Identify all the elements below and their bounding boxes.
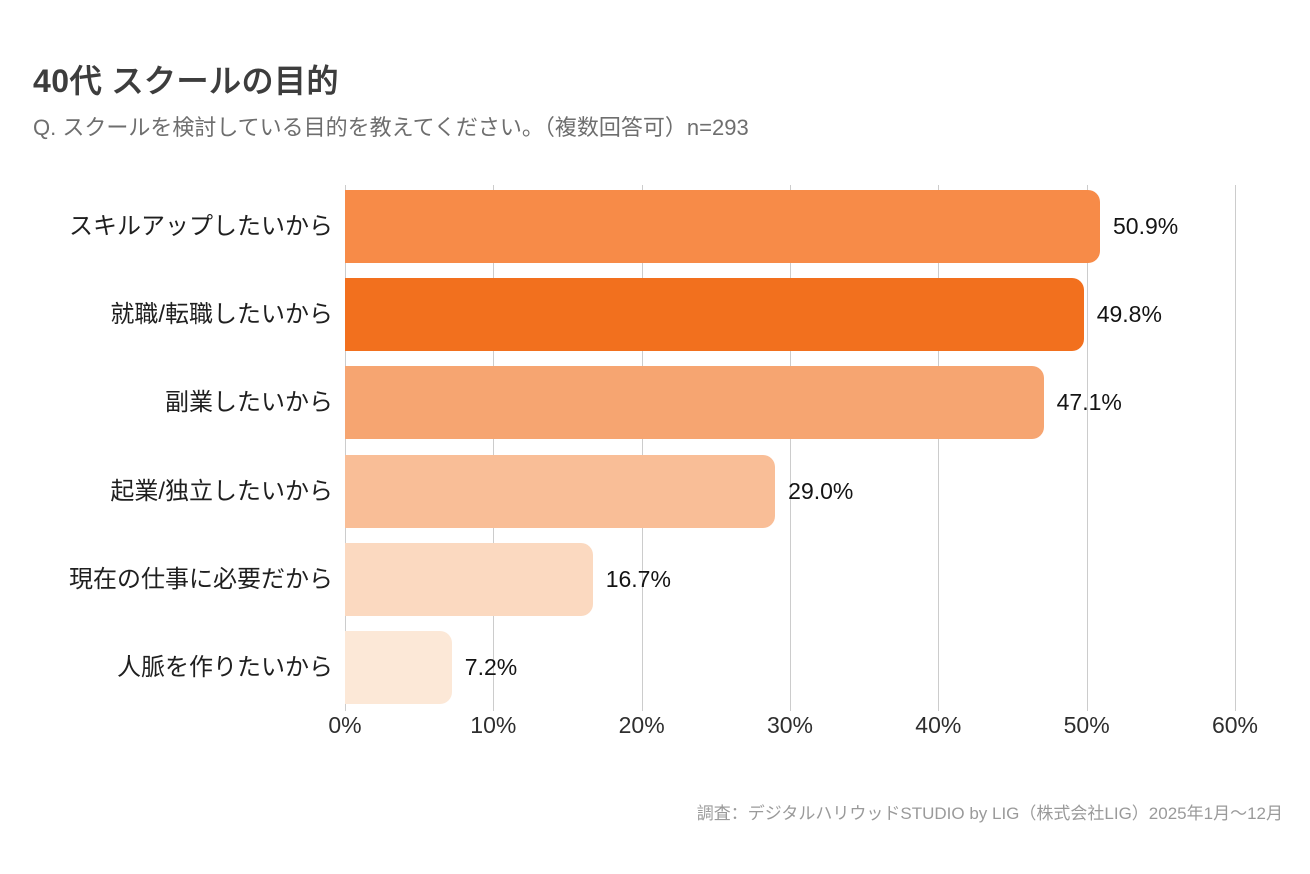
x-tick-label: 0% [328,712,362,738]
category-label: スキルアップしたいから [69,213,333,240]
bar [345,454,776,528]
category-label: 副業したいから [165,389,333,417]
survey-question-subtitle: Q. スクールを検討している目的を教えてください。（複数回答可）n=293 [33,115,749,140]
bar [345,542,593,616]
gridline-60 [1235,185,1236,711]
bar [345,190,1101,263]
value-label: 47.1% [1056,389,1122,416]
bar-row: 就職/転職したいから 49.8% [0,278,1310,352]
x-tick-label: 20% [618,712,665,738]
bar-row: 現在の仕事に必要だから 16.7% [0,542,1310,616]
gridline-0 [345,185,346,711]
bar-row: 起業/独立したいから 29.0% [0,454,1310,528]
bar-row: スキルアップしたいから 50.9% [0,190,1310,263]
gridline-50 [1086,185,1088,711]
x-tick-label: 30% [766,712,814,738]
gridline-40 [938,185,940,711]
x-tick-label: 50% [1063,712,1110,738]
gridline-30 [790,185,791,711]
bar-row: 副業したいから 47.1% [0,366,1310,440]
x-tick-label: 10% [470,712,517,738]
bar-row: 人脈を作りたいから 7.2% [0,631,1310,704]
gridline-20 [641,185,643,711]
source-note: 調査：デジタルハリウッドSTUDIO by LIG（株式会社LIG）2025年1… [696,804,1283,823]
value-label: 7.2% [464,654,518,680]
category-label: 就職/転職したいから [110,301,333,329]
category-label: 人脈を作りたいから [117,654,333,681]
value-label: 16.7% [605,565,671,592]
category-label: 現在の仕事に必要だから [69,565,333,593]
value-label: 49.8% [1096,301,1162,328]
bar [345,631,452,704]
plot-area [345,185,1236,711]
x-tick-label: 40% [915,712,962,738]
bar [345,366,1044,440]
value-label: 29.0% [788,477,854,504]
gridline-10 [493,185,495,711]
page-title: 40代 スクールの目的 [33,63,339,99]
bar [345,278,1084,352]
x-tick-label: 60% [1211,712,1259,738]
value-label: 50.9% [1113,213,1179,239]
category-label: 起業/独立したいから [110,477,333,505]
